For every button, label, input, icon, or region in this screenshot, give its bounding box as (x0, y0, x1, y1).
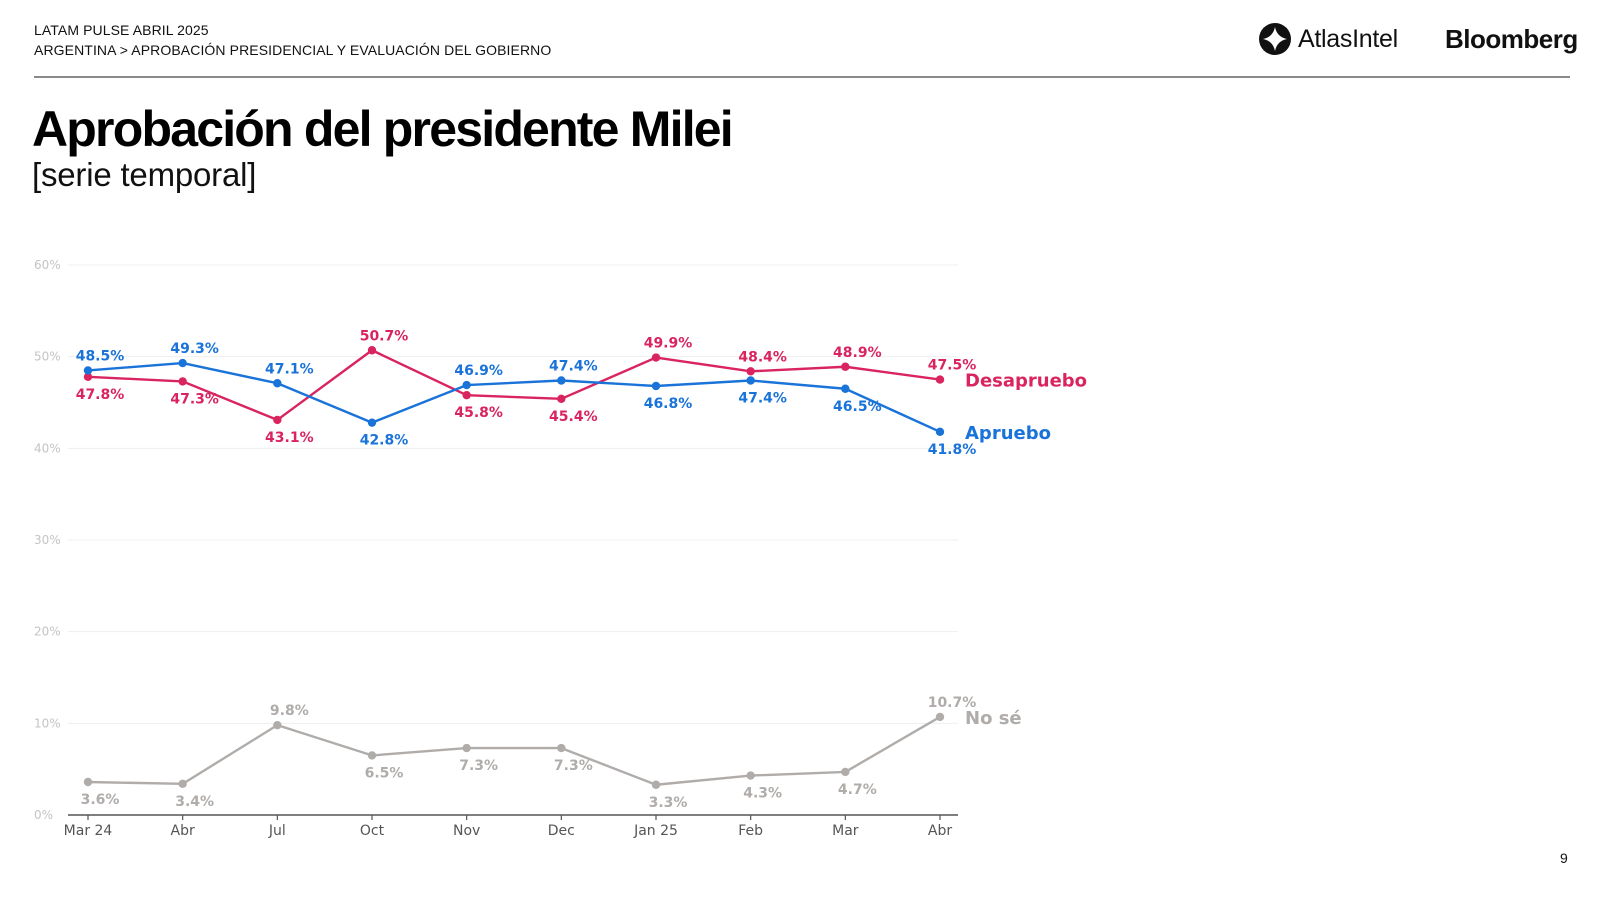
data-label: 50.7% (360, 328, 409, 344)
series-line-aprueba (87, 361, 941, 433)
atlasintel-logo-icon (1259, 23, 1291, 55)
data-point (178, 779, 187, 789)
data-label: 46.5% (833, 399, 882, 415)
data-label: 46.9% (454, 363, 503, 379)
series-line-desaprueba (87, 349, 941, 422)
y-tick-label: 40% (34, 441, 61, 455)
x-tick-label: Mar (832, 823, 859, 839)
data-label: 47.8% (76, 387, 125, 403)
breadcrumb: ARGENTINA > APROBACIÓN PRESIDENCIAL Y EV… (34, 42, 552, 58)
data-point (651, 353, 661, 362)
data-point (367, 418, 377, 427)
data-point (178, 377, 187, 386)
y-tick-label: 60% (34, 258, 61, 272)
bloomberg-logo: Bloomberg (1445, 24, 1578, 54)
atlasintel-logo-text: AtlasIntel (1298, 24, 1398, 53)
data-point (557, 376, 566, 385)
data-label: 4.7% (838, 782, 877, 798)
data-point (367, 346, 377, 355)
y-tick-label: 30% (34, 533, 61, 547)
data-point (746, 367, 755, 376)
header-divider (34, 76, 1570, 78)
data-label: 41.8% (928, 442, 977, 458)
data-point (462, 390, 471, 400)
data-point (651, 780, 661, 789)
data-point (273, 415, 282, 425)
x-tick-label: Oct (360, 823, 385, 839)
data-label: 10.7% (928, 695, 977, 711)
data-label: 6.5% (365, 765, 404, 781)
report-title: LATAM PULSE ABRIL 2025 (34, 22, 209, 38)
data-point (462, 743, 471, 753)
atlasintel-logo: AtlasIntel (1258, 22, 1398, 56)
x-tick-label: Mar 24 (64, 823, 113, 839)
data-point (83, 372, 93, 382)
x-tick-label: Abr (171, 823, 195, 839)
data-label: 48.9% (833, 345, 882, 361)
data-point (462, 380, 471, 390)
x-tick-label: Dec (548, 823, 575, 839)
data-label: 48.4% (738, 349, 787, 365)
data-point (557, 743, 566, 753)
x-tick-label: Jul (268, 823, 286, 839)
y-tick-label: 10% (34, 716, 61, 730)
y-tick-label: 0% (34, 808, 53, 822)
page-number: 9 (1560, 850, 1568, 866)
data-point (178, 358, 187, 368)
series-line-no-sabe (87, 715, 941, 786)
data-point (651, 381, 661, 391)
data-label: 47.4% (549, 359, 598, 375)
data-label: 47.4% (738, 391, 787, 407)
data-point (746, 376, 755, 385)
y-tick-label: 50% (34, 350, 61, 364)
data-point (83, 777, 93, 787)
data-point (367, 751, 377, 760)
data-point (935, 427, 945, 437)
data-label: 49.9% (644, 336, 693, 352)
series-label: Apruebo (965, 423, 1051, 444)
data-label: 7.3% (459, 758, 498, 774)
data-label: 45.4% (549, 409, 598, 425)
series-label: No sé (965, 708, 1022, 729)
series-label: Desapruebo (965, 371, 1087, 392)
data-label: 3.6% (81, 792, 120, 808)
data-label: 42.8% (360, 433, 409, 449)
data-point (273, 720, 282, 730)
data-label: 3.3% (649, 795, 688, 811)
page-title: Aprobación del presidente Milei (32, 101, 734, 157)
x-tick-label: Abr (928, 823, 952, 839)
data-point (841, 767, 850, 777)
data-point (746, 771, 755, 780)
x-tick-label: Nov (453, 823, 480, 839)
data-point (841, 362, 850, 371)
data-label: 43.1% (265, 430, 314, 446)
data-label: 45.8% (454, 405, 503, 421)
x-tick-label: Feb (738, 823, 763, 839)
data-label: 47.3% (170, 391, 219, 407)
data-label: 46.8% (644, 396, 693, 412)
data-label: 47.5% (928, 358, 977, 374)
data-label: 47.1% (265, 361, 314, 377)
data-point (557, 394, 566, 404)
page-subtitle: [serie temporal] (32, 156, 257, 193)
y-tick-label: 20% (34, 625, 61, 639)
data-point (935, 712, 945, 722)
data-label: 48.5% (76, 348, 125, 364)
x-tick-label: Jan 25 (633, 823, 678, 839)
data-label: 49.3% (170, 341, 219, 357)
data-point (841, 384, 850, 393)
data-label: 3.4% (175, 794, 214, 810)
data-label: 9.8% (270, 703, 309, 719)
data-label: 7.3% (554, 758, 593, 774)
data-point (83, 366, 93, 375)
data-label: 4.3% (743, 786, 782, 802)
data-point (935, 375, 945, 384)
data-point (273, 379, 282, 388)
